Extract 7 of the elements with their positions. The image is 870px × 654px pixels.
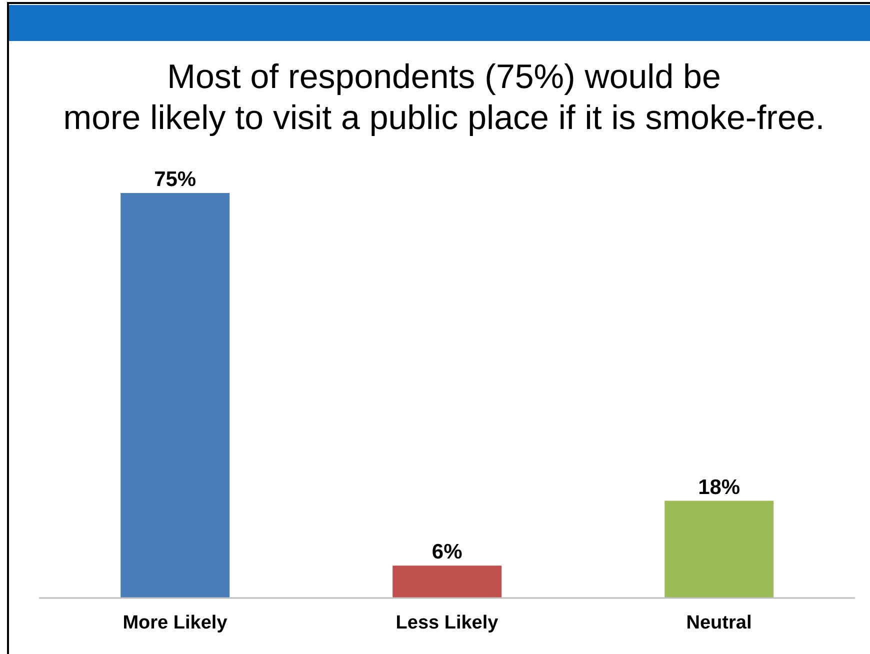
x-tick-label: More Likely (122, 612, 228, 634)
data-label: 75% (154, 168, 196, 191)
chart-title: Most of respondents (75%) would be more likely to visit a public place if it is smoke-free. (62, 57, 826, 139)
x-tick-label: Neutral (686, 612, 752, 634)
x-tick-label: Less Likely (396, 612, 499, 634)
data-label: 18% (698, 476, 740, 499)
data-label: 6% (432, 540, 463, 564)
